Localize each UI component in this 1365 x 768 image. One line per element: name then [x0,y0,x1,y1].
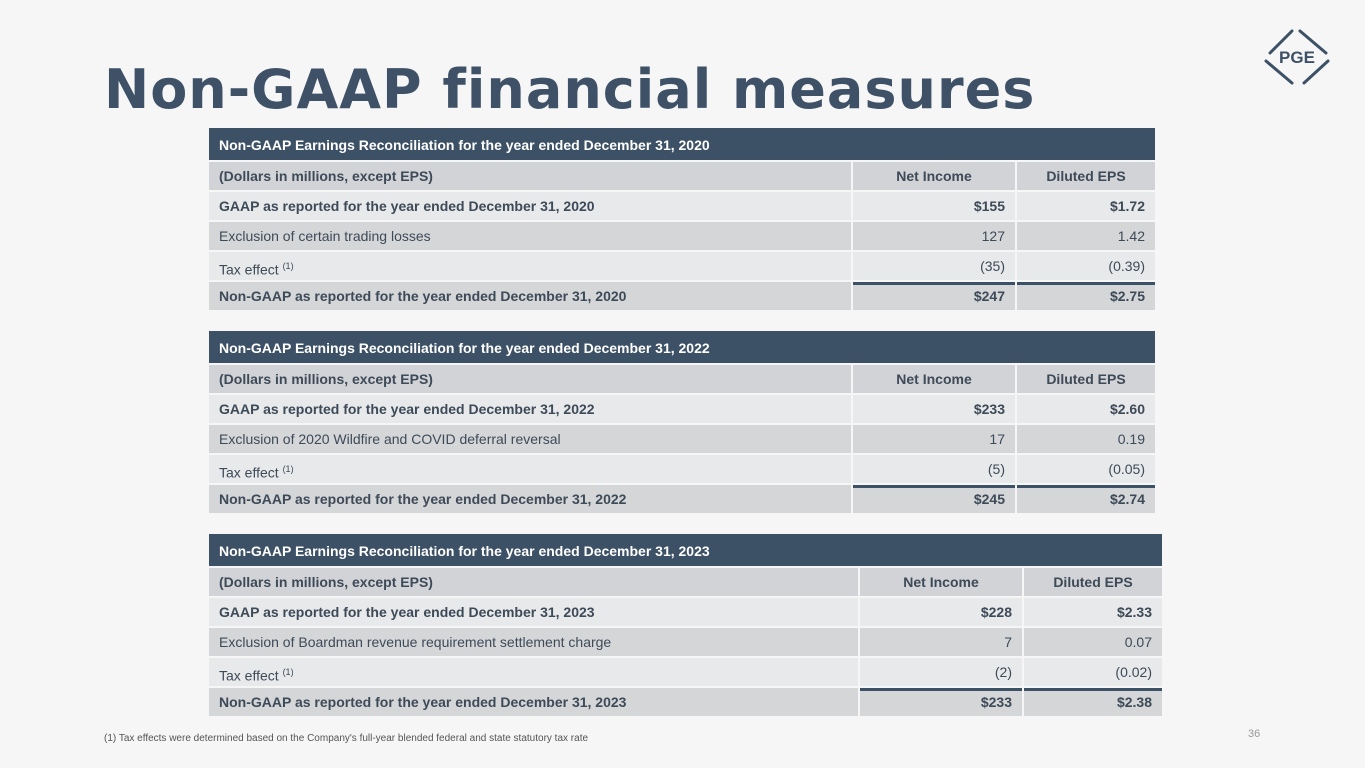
column-header-row: (Dollars in millions, except EPS) Net In… [209,162,1155,190]
table-row: Tax effect (1) (5) (0.05) [209,455,1155,483]
net-income-cell: $233 [851,395,1015,423]
diluted-eps-cell: $2.33 [1022,598,1162,626]
row-label-text: Exclusion of 2020 Wildfire and COVID def… [219,431,561,447]
table-title: Non-GAAP Earnings Reconciliation for the… [209,128,1155,160]
net-income-cell: $155 [851,192,1015,220]
row-label: Tax effect (1) [209,252,851,280]
diluted-eps-cell: $2.38 [1022,688,1162,716]
row-label: Tax effect (1) [209,658,858,686]
table-row: GAAP as reported for the year ended Dece… [209,192,1155,220]
column-header: (Dollars in millions, except EPS) [219,168,433,184]
table-row: Exclusion of 2020 Wildfire and COVID def… [209,425,1155,453]
diluted-eps-cell: 1.42 [1015,222,1155,250]
diluted-eps-cell: $2.75 [1015,282,1155,310]
net-income-cell: (35) [851,252,1015,280]
row-label-text: GAAP as reported for the year ended Dece… [219,604,595,620]
table-row: Non-GAAP as reported for the year ended … [209,485,1155,513]
table-row: Non-GAAP as reported for the year ended … [209,282,1155,310]
reconciliation-table: Non-GAAP Earnings Reconciliation for the… [209,128,1155,312]
net-income-cell: (2) [858,658,1022,686]
diluted-eps-cell: (0.39) [1015,252,1155,280]
footnote-marker: (1) [282,464,294,474]
net-income-cell: (5) [851,455,1015,483]
column-header: Net Income [851,162,1015,190]
page-number: 36 [1248,728,1261,740]
net-income-cell: $247 [851,282,1015,310]
row-label: Non-GAAP as reported for the year ended … [209,688,858,716]
row-label-text: Non-GAAP as reported for the year ended … [219,491,627,507]
footnote-marker: (1) [282,261,294,271]
column-header: Diluted EPS [1022,568,1162,596]
column-header: Net Income [851,365,1015,393]
row-label-text: GAAP as reported for the year ended Dece… [219,401,595,417]
column-header: (Dollars in millions, except EPS) [219,371,433,387]
row-label: GAAP as reported for the year ended Dece… [209,192,851,220]
svg-text:PGE: PGE [1279,48,1315,67]
diluted-eps-cell: (0.02) [1022,658,1162,686]
column-header: Diluted EPS [1015,162,1155,190]
footnote-marker: (1) [282,667,294,677]
column-header-row: (Dollars in millions, except EPS) Net In… [209,365,1155,393]
row-label: Exclusion of certain trading losses [209,222,851,250]
diluted-eps-cell: $2.74 [1015,485,1155,513]
footnote: (1) Tax effects were determined based on… [104,733,589,744]
diluted-eps-cell: $2.60 [1015,395,1155,423]
table-row: Non-GAAP as reported for the year ended … [209,688,1162,716]
row-label-text: Tax effect [219,261,279,278]
table-row: GAAP as reported for the year ended Dece… [209,395,1155,423]
diluted-eps-cell: 0.07 [1022,628,1162,656]
row-label: Non-GAAP as reported for the year ended … [209,485,851,513]
row-label-text: Tax effect [219,667,279,684]
reconciliation-table: Non-GAAP Earnings Reconciliation for the… [209,534,1162,718]
row-label-text: Non-GAAP as reported for the year ended … [219,288,627,304]
row-label-text: Exclusion of Boardman revenue requiremen… [219,634,612,650]
row-label: GAAP as reported for the year ended Dece… [209,598,858,626]
column-header: Diluted EPS [1015,365,1155,393]
column-header-row: (Dollars in millions, except EPS) Net In… [209,568,1162,596]
net-income-cell: 17 [851,425,1015,453]
reconciliation-table: Non-GAAP Earnings Reconciliation for the… [209,331,1155,515]
row-label-text: GAAP as reported for the year ended Dece… [219,198,595,214]
row-label-text: Non-GAAP as reported for the year ended … [219,694,627,710]
diluted-eps-cell: 0.19 [1015,425,1155,453]
row-label-text: Tax effect [219,464,279,481]
table-title: Non-GAAP Earnings Reconciliation for the… [209,534,1162,566]
table-row: Exclusion of certain trading losses 127 … [209,222,1155,250]
row-label-text: Exclusion of certain trading losses [219,228,431,244]
row-label: Tax effect (1) [209,455,851,483]
table-row: Tax effect (1) (35) (0.39) [209,252,1155,280]
page-title: Non-GAAP financial measures [104,58,1036,121]
net-income-cell: 127 [851,222,1015,250]
net-income-cell: 7 [858,628,1022,656]
row-label: GAAP as reported for the year ended Dece… [209,395,851,423]
pge-logo: PGE [1264,29,1330,85]
column-header: (Dollars in millions, except EPS) [219,574,433,590]
table-row: GAAP as reported for the year ended Dece… [209,598,1162,626]
table-title: Non-GAAP Earnings Reconciliation for the… [209,331,1155,363]
diluted-eps-cell: (0.05) [1015,455,1155,483]
diluted-eps-cell: $1.72 [1015,192,1155,220]
table-row: Tax effect (1) (2) (0.02) [209,658,1162,686]
net-income-cell: $233 [858,688,1022,716]
row-label: Exclusion of 2020 Wildfire and COVID def… [209,425,851,453]
row-label: Exclusion of Boardman revenue requiremen… [209,628,858,656]
column-header: Net Income [858,568,1022,596]
net-income-cell: $245 [851,485,1015,513]
net-income-cell: $228 [858,598,1022,626]
table-row: Exclusion of Boardman revenue requiremen… [209,628,1162,656]
row-label: Non-GAAP as reported for the year ended … [209,282,851,310]
